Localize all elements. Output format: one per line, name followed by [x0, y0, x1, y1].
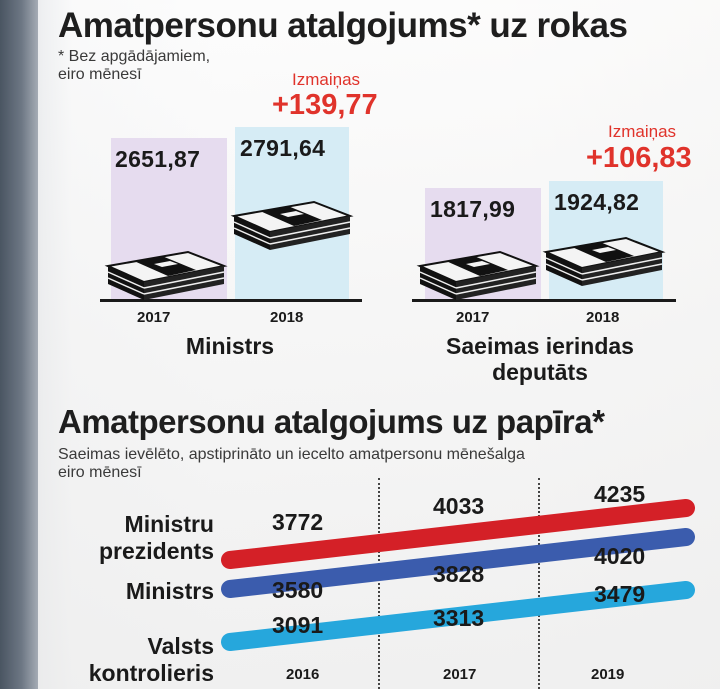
group-label-ministrs: Ministrs [185, 333, 275, 359]
x-tick-2016: 2016 [286, 666, 320, 683]
gridline-2019 [538, 478, 540, 689]
money-stack-icon [416, 250, 540, 300]
change-value-ministrs: +139,77 [272, 89, 378, 121]
group-label-deputats-line-1: Saeimas ierindas [446, 333, 634, 359]
baseline-deputats [412, 299, 676, 302]
chart-title-bottom: Amatpersonu atalgojums uz papīra* [58, 403, 605, 440]
value-label-2-1: 3313 [433, 605, 484, 631]
baseline-ministrs [100, 299, 362, 302]
value-label-deputats-2018: 1924,82 [554, 189, 640, 215]
series-label-vk-line-2: kontrolieris [88, 660, 214, 686]
value-label-1-0: 3580 [272, 577, 323, 603]
series-label-mp-line-2: prezidents [98, 538, 214, 564]
money-stack-graphic [230, 200, 354, 250]
money-stack-icon [230, 200, 354, 250]
change-value-deputats: +106,83 [586, 142, 692, 174]
series-line-1 [221, 528, 695, 598]
subtitle-line-1: Saeimas ievēlēto, apstiprināto un iecelt… [58, 446, 525, 463]
x-tick-2017: 2017 [443, 666, 477, 683]
money-stack-icon [542, 236, 666, 286]
value-label-0-1: 4033 [433, 493, 484, 519]
change-label-ministrs: Izmaiņas [292, 70, 361, 89]
change-label-deputats: Izmaiņas [608, 122, 677, 141]
chart-title-top: Amatpersonu atalgojums* uz rokas [58, 6, 628, 45]
subtitle-line-2: eiro mēnesī [58, 464, 142, 481]
value-label-1-1: 3828 [433, 561, 484, 587]
value-label-2-2: 3479 [594, 581, 645, 607]
group-label-deputats: Saeimas ierindas deputāts [410, 333, 670, 385]
series-label-vk-line-1: Valsts [147, 633, 215, 659]
value-label-ministrs-2017: 2651,87 [115, 146, 201, 172]
year-label-deputats-2017: 2017 [456, 309, 490, 326]
value-label-0-0: 3772 [272, 509, 323, 535]
footnote-line-1: * Bez apgādājamiem, [58, 48, 211, 65]
value-label-deputats-2017: 1817,99 [430, 196, 516, 222]
value-label-0-2: 4235 [594, 481, 645, 507]
money-stack-graphic [104, 250, 228, 300]
series-line-2 [221, 581, 695, 651]
money-stack-icon [104, 250, 228, 300]
series-label-valsts-kontrolieris: Valsts kontrolieris [60, 633, 214, 687]
value-label-2-0: 3091 [272, 612, 323, 638]
year-label-deputats-2018: 2018 [586, 309, 620, 326]
series-label-mp-line-1: Ministru [124, 511, 214, 537]
money-stack-graphic [416, 250, 540, 300]
value-label-1-2: 4020 [594, 543, 645, 569]
group-label-deputats-line-2: deputāts [492, 359, 588, 385]
gridline-2017 [378, 478, 380, 689]
x-tick-2019: 2019 [591, 666, 625, 683]
series-line-0 [221, 499, 695, 569]
footnote-line-2: eiro mēnesī [58, 66, 142, 83]
money-stack-graphic [542, 236, 666, 286]
footnote-top: * Bez apgādājamiem, eiro mēnesī [58, 48, 210, 84]
value-label-ministrs-2018: 2791,64 [240, 135, 326, 161]
year-label-ministrs-2017: 2017 [137, 309, 171, 326]
series-label-ministru-prezidents: Ministru prezidents [60, 511, 214, 565]
series-label-ministrs: Ministrs [125, 578, 214, 604]
year-label-ministrs-2018: 2018 [270, 309, 304, 326]
subtitle-bottom: Saeimas ievēlēto, apstiprināto un iecelt… [58, 446, 525, 482]
